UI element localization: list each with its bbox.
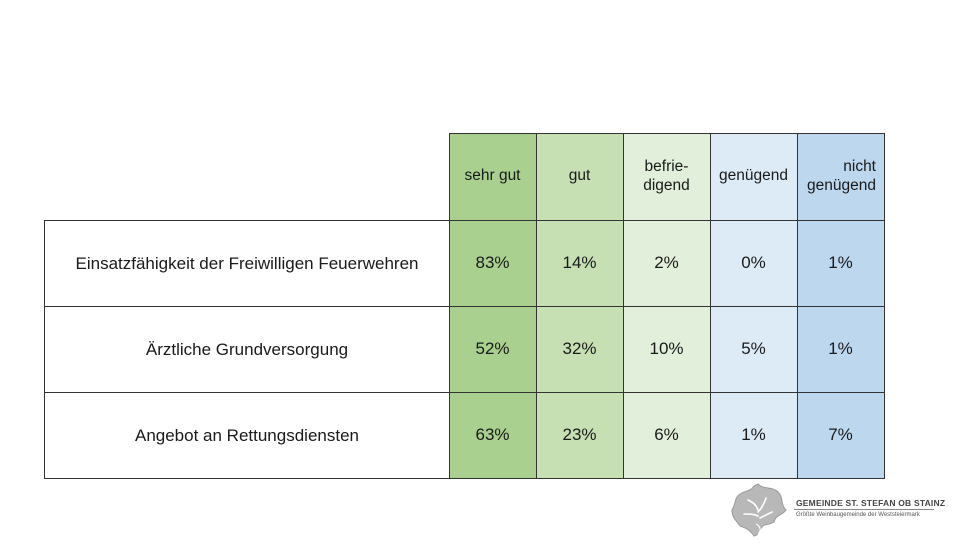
header-sehr-gut: sehr gut [449, 133, 536, 220]
table-cell: 23% [536, 392, 623, 478]
table-border [44, 392, 885, 393]
table-border [449, 133, 885, 134]
table-border [44, 306, 885, 307]
row-label-feuerwehren: Einsatzfähigkeit der Freiwilligen Feuerw… [44, 220, 449, 306]
header-befriedigend: befrie- digend [623, 133, 710, 220]
table-border [449, 133, 450, 479]
table-cell: 1% [797, 220, 884, 306]
header-gut: gut [536, 133, 623, 220]
table-cell: 63% [449, 392, 536, 478]
logo-title: GEMEINDE ST. STEFAN OB STAINZ [796, 498, 946, 508]
table-cell: 14% [536, 220, 623, 306]
row-label-rettungsdienste: Angebot an Rettungsdiensten [44, 392, 449, 478]
table-cell: 1% [710, 392, 797, 478]
header-nicht-genuegend: nicht genügend [797, 133, 884, 220]
table-cell: 83% [449, 220, 536, 306]
table-border [884, 133, 885, 479]
table-border [44, 220, 885, 221]
table-cell: 32% [536, 306, 623, 392]
table-cell: 5% [710, 306, 797, 392]
table-cell: 0% [710, 220, 797, 306]
table-border [623, 133, 624, 479]
table-cell: 1% [797, 306, 884, 392]
table-cell: 10% [623, 306, 710, 392]
logo-subtitle: Größte Weinbaugemeinde der Weststeiermar… [796, 512, 920, 518]
table-cell: 2% [623, 220, 710, 306]
table-border [710, 133, 711, 479]
logo-divider [794, 509, 934, 510]
table-border [797, 133, 798, 479]
header-genuegend: genügend [710, 133, 797, 220]
municipality-logo: GEMEINDE ST. STEFAN OB STAINZ Größte Wei… [728, 480, 948, 538]
table-cell: 7% [797, 392, 884, 478]
row-label-grundversorgung: Ärztliche Grundversorgung [44, 306, 449, 392]
table-border [536, 133, 537, 479]
table-cell: 52% [449, 306, 536, 392]
vine-leaf-icon [731, 483, 787, 537]
table-border [44, 478, 885, 479]
table-border [44, 220, 45, 479]
table-cell: 6% [623, 392, 710, 478]
